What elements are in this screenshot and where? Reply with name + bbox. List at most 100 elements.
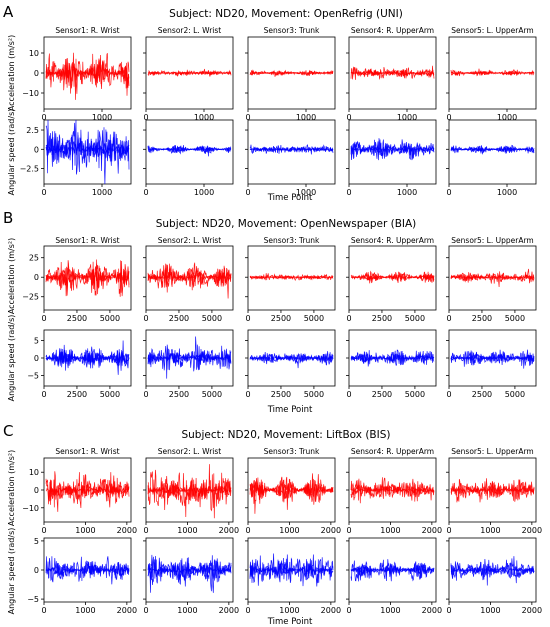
acc-axis-xtick-label: 0: [41, 526, 46, 535]
panel-c-xlabel: Time Point: [267, 617, 313, 627]
panel-a-acc-ylabel: Acceleration (m/s²): [7, 35, 16, 111]
acc-axis-xtick-label: 2500: [472, 314, 492, 323]
panel-b-acc-ylabel: Acceleration (m/s²): [7, 238, 16, 314]
gyro-series-line: [249, 554, 334, 587]
gyro-axis-xtick-label: 2000: [422, 606, 442, 615]
acc-series-line: [249, 482, 334, 498]
gyro-axis-xtick-label: 0: [245, 188, 250, 197]
sensor-title: Sensor3: Trunk: [264, 236, 320, 245]
acc-axis-xtick-label: 0: [245, 314, 250, 323]
gyro-axis-xtick-label: 2500: [271, 390, 291, 399]
gyro-axis-xtick-label: 0: [446, 390, 451, 399]
sensor-title: Sensor1: R. Wrist: [55, 26, 119, 35]
gyro-axis-xtick-label: 2500: [67, 390, 87, 399]
acc-axis-ytick-label: 10: [29, 49, 39, 58]
acc-series-line: [249, 274, 334, 280]
gyro-axis-ytick-label: 2.5: [26, 126, 39, 135]
acc-axis-xtick-label: 2500: [271, 314, 291, 323]
gyro-axis-xtick-label: 0: [41, 606, 46, 615]
gyro-series-line: [147, 348, 232, 368]
panel-title-c: Subject: ND20, Movement: LiftBox (BIS): [181, 429, 390, 441]
gyro-axis-xtick-label: 1000: [75, 606, 95, 615]
sensor-title: Sensor2: L. Wrist: [158, 447, 221, 456]
acc-series-line: [147, 269, 232, 287]
acc-series-line: [45, 266, 130, 287]
gyro-axis-xtick-label: 1000: [194, 188, 214, 197]
acc-series-line: [148, 70, 232, 76]
gyro-axis-xtick-label: 1000: [497, 188, 517, 197]
gyro-axis-ytick-label: −5: [27, 372, 39, 381]
gyro-axis-xtick-label: 2000: [117, 606, 137, 615]
acc-axis-xtick-label: 1000: [92, 113, 112, 122]
panel-title-b: Subject: ND20, Movement: OpenNewspaper (…: [156, 218, 417, 230]
gyro-axis-xtick-label: 0: [41, 188, 46, 197]
panel-title-a: Subject: ND20, Movement: OpenRefrig (UNI…: [169, 8, 403, 20]
acc-series-line: [350, 477, 435, 504]
acc-axis-xtick-label: 2000: [522, 526, 542, 535]
acc-axis-ytick-label: −10: [22, 504, 39, 513]
gyro-axis-xtick-label: 0: [41, 390, 46, 399]
gyro-series-line: [450, 349, 535, 369]
gyro-axis-xtick-label: 5000: [304, 390, 324, 399]
acc-axis-xtick-label: 1000: [497, 113, 517, 122]
gyro-axis-frame: [247, 119, 336, 185]
acc-series-line: [45, 60, 130, 84]
acc-axis-frame: [448, 245, 537, 311]
gyro-axis-xtick-label: 1000: [177, 606, 197, 615]
acc-axis-xtick-label: 2000: [422, 526, 442, 535]
panel-letter-a: A: [3, 3, 14, 21]
acc-axis-xtick-label: 5000: [202, 314, 222, 323]
gyro-series-line: [147, 351, 232, 363]
panel-letter-b: B: [3, 209, 13, 227]
acc-axis-xtick-label: 2500: [169, 314, 189, 323]
gyro-series-line: [45, 134, 130, 161]
acc-axis-xtick-label: 0: [346, 526, 351, 535]
gyro-series-line: [350, 143, 435, 156]
acc-axis-xtick-label: 1000: [480, 526, 500, 535]
acc-axis-xtick-label: 2500: [372, 314, 392, 323]
acc-axis-ytick-label: −25: [22, 293, 39, 302]
acc-axis-frame: [348, 245, 437, 311]
panel-letter-c: C: [3, 422, 13, 440]
gyro-axis-xtick-label: 1000: [480, 606, 500, 615]
gyro-axis-ytick-label: 5: [34, 337, 39, 346]
acc-axis-ytick-label: 10: [29, 468, 39, 477]
acc-series-line: [45, 481, 130, 499]
gyro-series-line: [350, 563, 435, 577]
gyro-series-line: [249, 560, 334, 580]
acc-axis-xtick-label: 5000: [505, 314, 525, 323]
gyro-series-line: [45, 561, 130, 580]
acc-axis-xtick-label: 0: [245, 526, 250, 535]
gyro-axis-xtick-label: 2000: [522, 606, 542, 615]
acc-series-line: [450, 274, 535, 281]
gyro-axis-xtick-label: 0: [143, 188, 148, 197]
acc-series-line: [147, 472, 232, 511]
acc-series-line: [147, 480, 232, 500]
acc-axis-xtick-label: 0: [143, 113, 148, 122]
acc-axis-ytick-label: −10: [22, 89, 39, 98]
sensor-title: Sensor1: R. Wrist: [55, 447, 119, 456]
gyro-axis-xtick-label: 1000: [380, 606, 400, 615]
gyro-series-line: [450, 556, 535, 586]
acc-axis-xtick-label: 2000: [321, 526, 341, 535]
acc-axis-xtick-label: 1000: [75, 526, 95, 535]
acc-axis-xtick-label: 5000: [304, 314, 324, 323]
acc-axis-xtick-label: 2000: [117, 526, 137, 535]
gyro-axis-ytick-label: 5: [34, 537, 39, 546]
gyro-axis-ytick-label: 0: [34, 566, 39, 575]
acc-series-line: [249, 70, 333, 76]
acc-axis-xtick-label: 0: [143, 314, 148, 323]
sensor-title: Sensor5: L. UpperArm: [451, 236, 533, 245]
gyro-axis-xtick-label: 1000: [279, 606, 299, 615]
gyro-axis-frame: [43, 119, 132, 185]
acc-axis-xtick-label: 5000: [100, 314, 120, 323]
gyro-series-line: [450, 353, 535, 363]
acc-axis-frame: [145, 245, 234, 311]
acc-axis-xtick-label: 2500: [67, 314, 87, 323]
gyro-axis-xtick-label: 1000: [397, 188, 417, 197]
acc-series-line: [350, 273, 435, 281]
gyro-series-line: [147, 561, 232, 580]
